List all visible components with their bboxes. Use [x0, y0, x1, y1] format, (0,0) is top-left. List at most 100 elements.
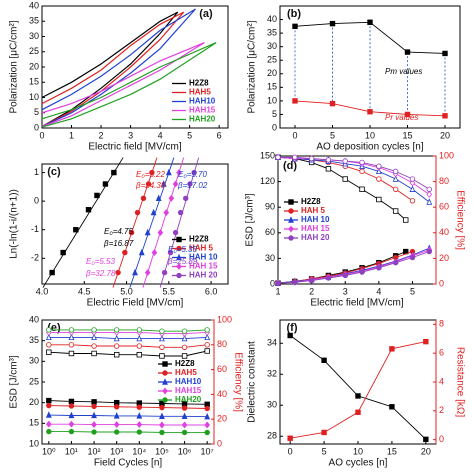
series-line: [41, 42, 205, 128]
marker: [49, 269, 55, 276]
y2-tick-label: 60: [439, 202, 449, 212]
marker: [392, 259, 399, 266]
marker: [355, 409, 361, 415]
series-line: [277, 251, 413, 284]
marker: [409, 179, 416, 187]
y-tick-label: 30: [267, 41, 277, 51]
marker: [60, 249, 66, 256]
y-tick-label: 35: [267, 27, 277, 37]
x-tick-label: 10⁴: [132, 446, 146, 456]
y-tick-label: 90: [265, 202, 275, 212]
legend-label: HAH 10: [301, 215, 330, 224]
marker: [426, 248, 432, 255]
legend-marker: [288, 208, 294, 214]
x-tick-label: 4.0: [36, 286, 49, 296]
legend-marker: [288, 225, 294, 233]
y2-tick-label: 40: [439, 227, 449, 237]
marker: [150, 208, 157, 216]
marker: [68, 333, 75, 341]
annotation: β=32.78: [85, 269, 116, 278]
y-tick-label: 20: [29, 397, 39, 407]
y2-tick-label: 40: [217, 389, 227, 399]
marker: [165, 168, 172, 176]
marker: [113, 429, 120, 435]
y-tick-label: 150: [260, 150, 275, 160]
x-tick-label: 10²: [88, 446, 101, 456]
marker: [392, 186, 399, 192]
x-tick-label: 1: [69, 130, 74, 140]
marker: [132, 268, 138, 276]
x-axis-title: Electric field [MV/cm]: [88, 142, 182, 153]
x-tick-label: 0: [288, 446, 293, 456]
marker: [181, 405, 188, 411]
plot-frame: [41, 163, 229, 285]
x-tick-label: 10³: [110, 446, 123, 456]
y2-tick-label: 100: [217, 314, 232, 324]
marker: [138, 248, 145, 256]
marker: [442, 113, 448, 119]
y2-tick-label: 0: [439, 434, 444, 444]
marker: [68, 420, 75, 428]
legend-label: HAH 10: [189, 253, 218, 262]
marker: [159, 429, 165, 436]
legend-label: HAH5: [175, 368, 197, 377]
legend-label: HAH20: [189, 115, 216, 124]
y-tick-label: 30: [29, 356, 39, 366]
legend-marker: [176, 245, 182, 252]
marker: [45, 411, 52, 418]
annotation: E₀=5.35: [168, 245, 198, 254]
marker: [45, 420, 52, 428]
series-line: [277, 251, 430, 284]
marker: [91, 343, 97, 349]
x-tick-label: 4: [158, 130, 163, 140]
marker: [68, 428, 75, 435]
series-line: [48, 414, 208, 418]
y-tick-label: 40: [29, 314, 39, 324]
marker: [204, 405, 210, 412]
marker: [136, 412, 143, 419]
panel-label: (d): [283, 160, 297, 172]
marker: [292, 98, 298, 104]
legend-label: HAH10: [189, 97, 216, 106]
y-tick-label: 35: [29, 16, 39, 26]
marker: [168, 194, 175, 202]
legend-marker: [162, 387, 168, 395]
y-axis-title: ESD [J/cm³]: [9, 355, 20, 409]
marker: [287, 332, 293, 339]
marker: [426, 186, 432, 192]
marker: [172, 180, 179, 188]
series-line: [48, 344, 208, 348]
marker: [136, 429, 143, 435]
x-tick-label: 5: [330, 130, 335, 140]
marker: [389, 346, 395, 352]
annotation: β=24.38: [135, 181, 166, 190]
marker: [325, 157, 332, 163]
legend-label: HAH5: [189, 88, 211, 97]
x-tick-label: 10¹: [65, 446, 78, 456]
legend-label: HAH20: [175, 395, 202, 404]
y-tick-label: -2: [31, 253, 39, 263]
marker: [134, 209, 141, 216]
y-axis-title: ESD [J/cm³]: [245, 193, 256, 247]
y2-tick-label: 20: [439, 253, 449, 263]
marker: [160, 180, 167, 187]
y-tick-label: 0: [34, 122, 39, 132]
marker: [367, 109, 373, 115]
series-line: [48, 331, 208, 335]
marker: [91, 327, 97, 333]
panel-label: (a): [199, 8, 213, 20]
y-tick-label: 40: [29, 0, 39, 10]
marker: [151, 249, 158, 257]
marker: [204, 327, 210, 333]
annotation: E₀=4.75: [104, 227, 134, 236]
annotation: β=16.87: [103, 239, 134, 248]
y-tick-label: 60: [265, 227, 275, 237]
series-line: [277, 156, 430, 203]
marker: [91, 403, 97, 410]
marker: [423, 338, 429, 345]
marker: [321, 429, 327, 436]
legend-marker: [176, 263, 182, 270]
x-tick-label: 10: [353, 446, 363, 456]
y-tick-label: 15: [29, 418, 39, 428]
marker: [113, 412, 120, 419]
